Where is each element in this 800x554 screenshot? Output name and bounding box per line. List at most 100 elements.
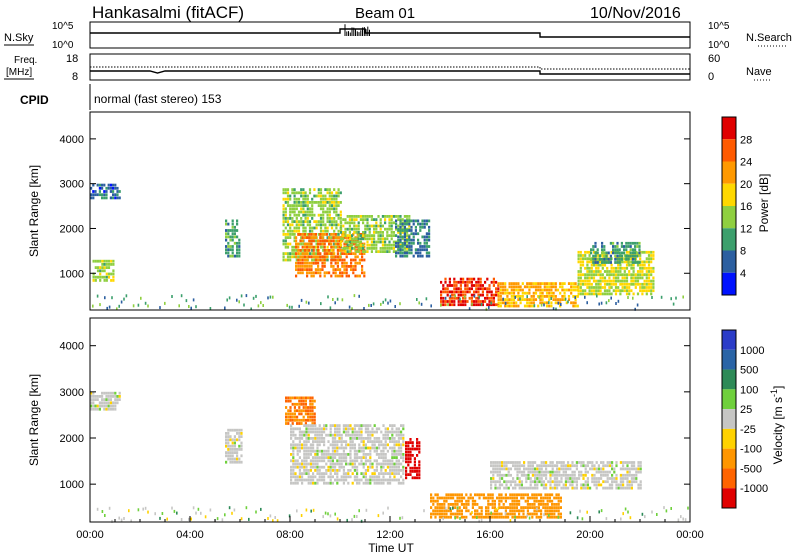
heatmap-cell [94, 395, 97, 398]
heatmap-cell [296, 427, 299, 431]
heatmap-cell [297, 261, 300, 265]
heatmap-cell [622, 477, 625, 480]
heatmap-cell [107, 263, 111, 266]
heatmap-cell [515, 503, 518, 506]
heatmap-cell [319, 255, 322, 259]
heatmap-cell [319, 197, 323, 201]
heatmap-cell [634, 251, 637, 255]
heatmap-cell [636, 279, 640, 283]
heatmap-cell [645, 292, 648, 296]
heatmap-cell [628, 289, 631, 293]
heatmap-cell [328, 207, 331, 211]
heatmap-cell [231, 232, 234, 236]
heatmap-cell [323, 481, 326, 485]
heatmap-cell [345, 424, 348, 427]
heatmap-cell [229, 435, 232, 438]
heatmap-cell [298, 399, 301, 403]
heatmap-cell [513, 503, 516, 506]
heatmap-cell [586, 486, 589, 490]
heatmap-cell [315, 239, 318, 243]
heatmap-cell [590, 260, 593, 264]
heatmap-cell [545, 461, 548, 464]
heatmap-cell [316, 453, 319, 456]
heatmap-cell [517, 288, 520, 292]
heatmap-cell [233, 460, 236, 464]
heatmap-cell [389, 472, 392, 475]
heatmap-cell [596, 251, 599, 255]
heatmap-cell [491, 493, 494, 497]
heatmap-cell [318, 427, 321, 431]
heatmap-cell [327, 475, 330, 479]
colorbar-tick-label: 20 [740, 179, 752, 191]
heatmap-cell [395, 469, 398, 472]
heatmap-cell [408, 215, 411, 218]
heatmap-cell [623, 273, 626, 277]
heatmap-cell [529, 477, 532, 480]
heatmap-cell [293, 252, 296, 255]
heatmap-cell [459, 290, 462, 294]
heatmap-cell [604, 486, 607, 490]
heatmap-cell [488, 306, 490, 309]
heatmap-cell [610, 282, 613, 286]
heatmap-cell [103, 183, 106, 187]
heatmap-cell [565, 288, 568, 292]
heatmap-cell [330, 265, 333, 268]
heatmap-cell [321, 268, 324, 271]
heatmap-cell [550, 297, 552, 300]
heatmap-cell [564, 480, 567, 484]
heatmap-cell [567, 288, 571, 292]
heatmap-cell [356, 437, 359, 440]
heatmap-cell [395, 449, 398, 453]
heatmap-cell [509, 473, 512, 477]
heatmap-cell [306, 271, 309, 275]
heatmap-cell [650, 286, 653, 289]
heatmap-cell [443, 515, 446, 519]
heatmap-cell [310, 242, 313, 246]
heatmap-cell [592, 261, 595, 264]
heatmap-cell [622, 512, 624, 516]
heatmap-cell [603, 254, 606, 258]
heatmap-cell [292, 475, 295, 479]
heatmap-cell [603, 292, 607, 296]
heatmap-cell [626, 483, 629, 487]
heatmap-cell [317, 194, 320, 198]
heatmap-cell [499, 304, 502, 308]
colorbar-tick-label: 24 [740, 157, 752, 169]
heatmap-cell [302, 406, 305, 409]
heatmap-cell [361, 265, 364, 268]
heatmap-cell [444, 280, 447, 284]
heatmap-cell [586, 266, 589, 270]
heatmap-cell [605, 517, 608, 521]
heatmap-cell [312, 449, 315, 453]
heatmap-cell [381, 215, 384, 218]
heatmap-cell [522, 512, 525, 516]
heatmap-cell [341, 239, 344, 243]
heatmap-cell [350, 258, 353, 262]
heatmap-cell [650, 270, 653, 273]
heatmap-cell [405, 470, 408, 473]
heatmap-cell [546, 509, 549, 513]
heatmap-cell [639, 286, 642, 289]
heatmap-cell [495, 280, 498, 284]
heatmap-cell [501, 467, 504, 471]
heatmap-cell [353, 462, 356, 466]
heatmap-cell [672, 302, 675, 306]
heatmap-cell [309, 459, 312, 463]
heatmap-cell [391, 430, 394, 434]
heatmap-cell [594, 257, 597, 261]
heatmap-cell [401, 231, 404, 234]
heatmap-cell [118, 190, 121, 193]
heatmap-cell [593, 467, 596, 471]
heatmap-cell [339, 255, 342, 259]
heatmap-cell [307, 406, 310, 409]
heatmap-cell [370, 240, 373, 244]
heatmap-cell [489, 496, 492, 500]
heatmap-cell [434, 499, 437, 503]
heatmap-cell [534, 477, 537, 480]
heatmap-cell [107, 398, 110, 401]
heatmap-cell [354, 261, 357, 265]
heatmap-cell [304, 226, 307, 230]
superscript: -1 [769, 389, 779, 397]
cpid-text: normal (fast stereo) 153 [94, 92, 222, 106]
heatmap-cell [233, 441, 236, 445]
